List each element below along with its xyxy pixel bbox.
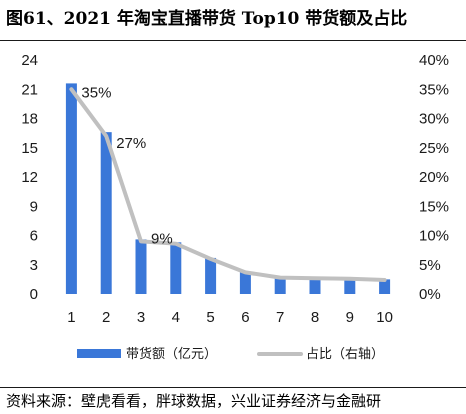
data-label: 9% bbox=[151, 230, 173, 247]
figure-title: 图61、2021 年淘宝直播带货 Top10 带货额及占比 bbox=[6, 9, 408, 29]
bar-series bbox=[65, 83, 391, 295]
bar bbox=[65, 83, 77, 295]
x-tick-label: 9 bbox=[346, 309, 354, 326]
y-left-tick-label: 12 bbox=[21, 169, 38, 186]
right-axis-ticks: 0% 5% 10% 15% 20% 25% 30% 35% 40% bbox=[419, 52, 449, 303]
data-label: 27% bbox=[116, 135, 146, 152]
bar bbox=[205, 257, 217, 294]
x-tick-label: 1 bbox=[67, 309, 75, 326]
title-rule bbox=[0, 40, 466, 41]
x-tick-label: 7 bbox=[276, 309, 284, 326]
y-right-tick-label: 0% bbox=[419, 286, 441, 303]
left-axis-ticks: 0 3 6 9 12 15 18 21 24 bbox=[21, 52, 38, 303]
y-right-tick-label: 25% bbox=[419, 140, 449, 157]
x-tick-label: 6 bbox=[241, 309, 249, 326]
legend-bar-label: 带货额（亿元） bbox=[126, 346, 217, 362]
x-tick-label: 8 bbox=[311, 309, 319, 326]
source-note: 资料来源：壁虎看看，胖球数据，兴业证券经济与金融研 bbox=[6, 392, 382, 410]
x-tick-label: 2 bbox=[102, 309, 110, 326]
data-label: 35% bbox=[81, 84, 111, 101]
source-rule bbox=[0, 387, 466, 388]
y-right-tick-label: 30% bbox=[419, 111, 449, 128]
x-tick-label: 4 bbox=[172, 309, 180, 326]
legend-bar-swatch bbox=[77, 349, 121, 358]
y-left-tick-label: 18 bbox=[21, 111, 38, 128]
y-left-tick-label: 24 bbox=[21, 52, 38, 69]
bar bbox=[170, 242, 182, 294]
y-left-tick-label: 0 bbox=[30, 286, 38, 303]
y-right-tick-label: 40% bbox=[419, 52, 449, 69]
bar bbox=[344, 278, 356, 294]
bar bbox=[100, 132, 112, 294]
x-tick-label: 10 bbox=[376, 309, 393, 326]
x-axis-ticks: 1 2 3 4 5 6 7 8 9 10 bbox=[67, 309, 393, 326]
y-right-tick-label: 5% bbox=[419, 257, 441, 274]
data-labels: 35% 27% 9% bbox=[81, 84, 172, 247]
y-left-tick-label: 21 bbox=[21, 81, 38, 98]
legend: 带货额（亿元） 占比（右轴） bbox=[77, 346, 384, 362]
bar bbox=[379, 279, 391, 294]
x-tick-label: 5 bbox=[206, 309, 214, 326]
bar bbox=[135, 239, 147, 294]
y-left-tick-label: 9 bbox=[30, 198, 38, 215]
y-left-tick-label: 3 bbox=[30, 257, 38, 274]
y-right-tick-label: 35% bbox=[419, 81, 449, 98]
x-tick-label: 3 bbox=[137, 309, 145, 326]
bar bbox=[309, 277, 321, 294]
y-left-tick-label: 15 bbox=[21, 140, 38, 157]
share-line bbox=[69, 87, 387, 282]
y-right-tick-label: 10% bbox=[419, 228, 449, 245]
legend-line-label: 占比（右轴） bbox=[306, 347, 384, 362]
bar bbox=[274, 277, 286, 294]
line-series bbox=[69, 87, 387, 282]
bar bbox=[239, 271, 251, 294]
y-left-tick-label: 6 bbox=[30, 228, 38, 245]
y-right-tick-label: 15% bbox=[419, 198, 449, 215]
y-right-tick-label: 20% bbox=[419, 169, 449, 186]
